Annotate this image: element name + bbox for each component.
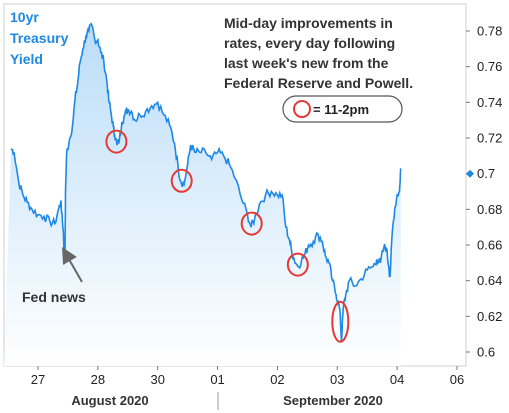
annotation-line-2: rates, every day following xyxy=(224,35,395,51)
y-tick-label: 0.74 xyxy=(477,95,502,110)
chart-title-line-2: Treasury xyxy=(10,30,69,46)
x-tick-label: 28 xyxy=(91,372,105,387)
x-tick-label: 01 xyxy=(210,372,224,387)
annotation-line-3: last week's new from the xyxy=(224,55,389,71)
y-tick-label: 0.72 xyxy=(477,131,502,146)
highlight-circle xyxy=(170,168,193,193)
y-tick-label: 0.76 xyxy=(477,59,502,74)
x-tick-label: 02 xyxy=(270,372,284,387)
fed-news-label: Fed news xyxy=(22,289,86,305)
x-tick-label: 27 xyxy=(31,372,45,387)
highlight-circle xyxy=(105,129,128,154)
y-tick-label: 0.7 xyxy=(477,166,495,181)
y-axis: 0.78 0.76 0.74 0.72 0.7 0.68 0.66 0.64 0.62 0.6 xyxy=(466,24,502,360)
highlight-circle xyxy=(286,252,309,277)
y-tick-label: 0.6 xyxy=(477,345,495,360)
yield-line xyxy=(10,22,402,342)
chart-title-line-3: Yield xyxy=(10,51,43,67)
x-axis: 27 28 30 01 02 03 04 06 xyxy=(31,366,464,387)
y-tick-label: 0.62 xyxy=(477,309,502,324)
x-tick-label: 06 xyxy=(450,372,464,387)
chart-title-line-1: 10yr xyxy=(10,9,39,25)
yield-area xyxy=(4,23,401,367)
legend-highlight-icon xyxy=(293,100,311,118)
x-tick-label: 03 xyxy=(330,372,344,387)
highlight-markers xyxy=(105,129,350,343)
y-tick-label: 0.78 xyxy=(477,24,502,39)
highlight-circle xyxy=(331,300,350,343)
fed-news-arrow xyxy=(62,247,83,283)
x-tick-label: 04 xyxy=(390,372,404,387)
highlight-circle xyxy=(240,211,263,236)
y-tick-label: 0.68 xyxy=(477,202,502,217)
legend-box xyxy=(282,95,403,123)
month-label-august: August 2020 xyxy=(71,393,148,408)
last-value-marker xyxy=(466,169,474,178)
month-label-september: September 2020 xyxy=(283,393,383,408)
legend-label: = 11-2pm xyxy=(313,102,369,117)
y-tick-label: 0.66 xyxy=(477,238,502,253)
annotation-line-4: Federal Reserve and Powell. xyxy=(224,75,413,91)
y-tick-label: 0.64 xyxy=(477,273,502,288)
annotation-line-1: Mid-day improvements in xyxy=(224,15,393,31)
x-tick-label: 30 xyxy=(150,372,164,387)
